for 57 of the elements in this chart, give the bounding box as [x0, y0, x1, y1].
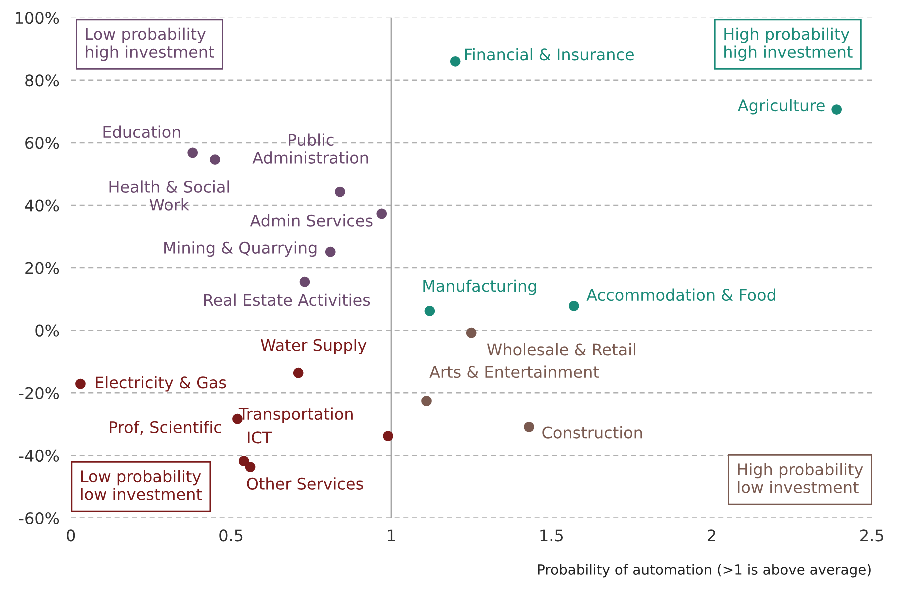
annotation: Low probability high investment	[86, 28, 214, 62]
y-tick-label: 20%	[26, 262, 60, 274]
annotation: High probability low investment	[738, 463, 864, 494]
y-tick-label: -40%	[20, 450, 60, 462]
x-axis-title: Probability of automation (>1 is above average)	[538, 564, 871, 578]
y-tick-label: -20%	[20, 387, 60, 400]
y-tick-label: 0%	[36, 324, 60, 337]
annotation: Wholesale & Retail	[487, 343, 636, 356]
x-tick-label: 2	[708, 530, 716, 542]
point	[383, 431, 394, 442]
point	[422, 396, 432, 406]
point	[466, 328, 477, 338]
annotation: Health & Social Work	[110, 180, 230, 211]
y-tick-label: 100%	[16, 12, 60, 24]
annotation: Admin Services	[250, 214, 373, 227]
annotation: Real Estate Activities	[204, 294, 370, 306]
y-tick-label: 60%	[26, 137, 60, 150]
point	[245, 462, 256, 472]
y-tick-label: -60%	[20, 512, 60, 525]
annotation: Low probability low investment	[81, 470, 202, 500]
annotation: ICT	[248, 432, 272, 444]
x-tick-label: 2.5	[860, 530, 884, 542]
y-tick-label: 40%	[25, 200, 60, 212]
point	[424, 306, 436, 316]
annotation: Other Services	[247, 478, 364, 490]
x-tick-label: 1.5	[540, 530, 564, 542]
x-tick-label: 0	[67, 530, 76, 542]
point	[293, 368, 304, 378]
point	[300, 276, 310, 288]
annotation: Education	[104, 126, 180, 138]
annotation: Mining & Quarrying	[164, 242, 317, 258]
point	[210, 154, 220, 166]
annotation: Construction	[542, 426, 642, 439]
annotation: Electricity & Gas	[96, 376, 226, 392]
annotation: Agriculture	[738, 99, 825, 115]
x-tick-label: 1	[388, 530, 396, 542]
y-tick-label: 80%	[26, 74, 60, 87]
point	[524, 422, 534, 432]
annotation: Arts & Entertainment	[430, 366, 600, 378]
annotation: Public Administration	[252, 134, 368, 164]
point	[238, 456, 250, 467]
point	[335, 186, 346, 198]
annotation: Financial & Insurance	[465, 48, 634, 61]
x-tick-label: 0.5	[220, 530, 243, 542]
annotation: Water Supply	[261, 339, 367, 354]
point	[188, 148, 198, 158]
point	[832, 104, 842, 115]
annotation: Accommodation & Food	[586, 288, 776, 302]
annotation: Transportation	[238, 408, 353, 424]
annotation: Manufacturing	[424, 280, 536, 296]
annotation: Prof, Scientific	[110, 421, 222, 436]
point	[76, 378, 86, 390]
point	[325, 246, 336, 258]
point	[568, 301, 580, 312]
point	[450, 56, 461, 67]
point	[376, 208, 388, 220]
annotation: High probability high investment	[724, 28, 853, 62]
